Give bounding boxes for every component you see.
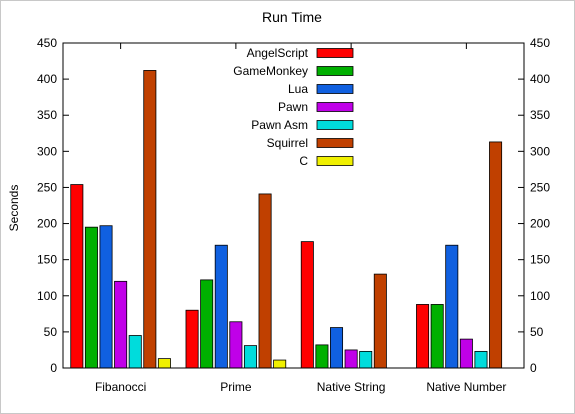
bar-lua-fibanocci xyxy=(99,225,113,369)
legend-label: C xyxy=(299,154,308,168)
bar-squirrel-native-string xyxy=(373,273,387,369)
bar-gamemonkey-prime xyxy=(200,279,214,369)
bar-squirrel-native-number xyxy=(489,141,503,369)
y-tick-label: 200 xyxy=(37,217,57,231)
bar-squirrel-prime xyxy=(258,193,272,369)
chart-title: Run Time xyxy=(262,9,322,25)
category-labels: Fibanocci Prime Native String Native Number xyxy=(95,380,506,394)
y-tick-label: 350 xyxy=(37,108,57,122)
legend-label: AngelScript xyxy=(247,46,309,60)
y2-tick-label: 250 xyxy=(530,180,550,194)
y2-tick-label: 0 xyxy=(530,361,537,375)
legend-swatch xyxy=(316,48,354,58)
x-tick-label: Native String xyxy=(317,380,386,394)
y-tick-label: 100 xyxy=(37,289,57,303)
bar-pawn-asm-fibanocci xyxy=(128,335,142,369)
legend-swatch xyxy=(316,66,354,76)
legend: AngelScript GameMonkey Lua Pawn Pawn Asm Squi… xyxy=(233,46,354,168)
legend-swatch xyxy=(316,138,354,148)
bar-gamemonkey-native-string xyxy=(315,344,329,369)
y2-tick-label: 400 xyxy=(530,72,550,86)
legend-label: GameMonkey xyxy=(233,64,308,78)
bar-angelscript-native-string xyxy=(300,241,314,369)
legend-label: Squirrel xyxy=(267,136,308,150)
bar-pawn-prime xyxy=(229,321,243,369)
legend-label: Pawn xyxy=(278,100,308,114)
bar-pawn-fibanocci xyxy=(114,280,128,369)
y2-tick-label: 350 xyxy=(530,108,550,122)
legend-swatch xyxy=(316,156,354,166)
bar-angelscript-fibanocci xyxy=(70,184,84,369)
y2-tick-label: 200 xyxy=(530,217,550,231)
bar-pawn-native-string xyxy=(344,349,358,369)
y-tick-label: 250 xyxy=(37,180,57,194)
y-tick-label: 150 xyxy=(37,253,57,267)
y-tick-label: 450 xyxy=(37,36,57,50)
legend-swatch xyxy=(316,84,354,94)
legend-label: Pawn Asm xyxy=(251,118,308,132)
legend-swatch xyxy=(316,120,354,130)
bar-c-fibanocci xyxy=(157,358,171,369)
bar-gamemonkey-fibanocci xyxy=(84,226,98,369)
y2-tick-label: 50 xyxy=(530,325,544,339)
bar-pawn-native-number xyxy=(459,338,473,369)
legend-label: Lua xyxy=(288,82,308,96)
x-tick-label: Fibanocci xyxy=(95,380,146,394)
x-tick-label: Prime xyxy=(220,380,252,394)
bar-pawn-asm-native-string xyxy=(359,350,373,369)
bar-lua-prime xyxy=(214,244,228,369)
bar-angelscript-prime xyxy=(185,309,199,369)
bar-squirrel-fibanocci xyxy=(143,70,157,369)
bar-lua-native-string xyxy=(330,327,344,369)
x-tick-label: Native Number xyxy=(426,380,506,394)
y-tick-label: 0 xyxy=(50,361,57,375)
bar-angelscript-native-number xyxy=(416,304,430,369)
y2-tick-label: 300 xyxy=(530,144,550,158)
y-tick-label: 300 xyxy=(37,144,57,158)
bar-pawn-asm-native-number xyxy=(474,350,488,369)
y-axis-label: Seconds xyxy=(7,185,21,232)
plot-area-border xyxy=(62,42,525,369)
bar-c-prime xyxy=(273,359,287,369)
y2-tick-label: 150 xyxy=(530,253,550,267)
bar-gamemonkey-native-number xyxy=(430,304,444,369)
y-tick-label: 50 xyxy=(44,325,58,339)
y-tick-label: 400 xyxy=(37,72,57,86)
legend-swatch xyxy=(316,102,354,112)
y2-tick-label: 450 xyxy=(530,36,550,50)
y2-tick-label: 100 xyxy=(530,289,550,303)
tick-labels: 0 50 100 150 200 250 300 350 400 450 0 50 100 150 200 2… xyxy=(37,36,550,375)
bar-pawn-asm-prime xyxy=(243,345,257,369)
bar-lua-native-number xyxy=(445,244,459,369)
